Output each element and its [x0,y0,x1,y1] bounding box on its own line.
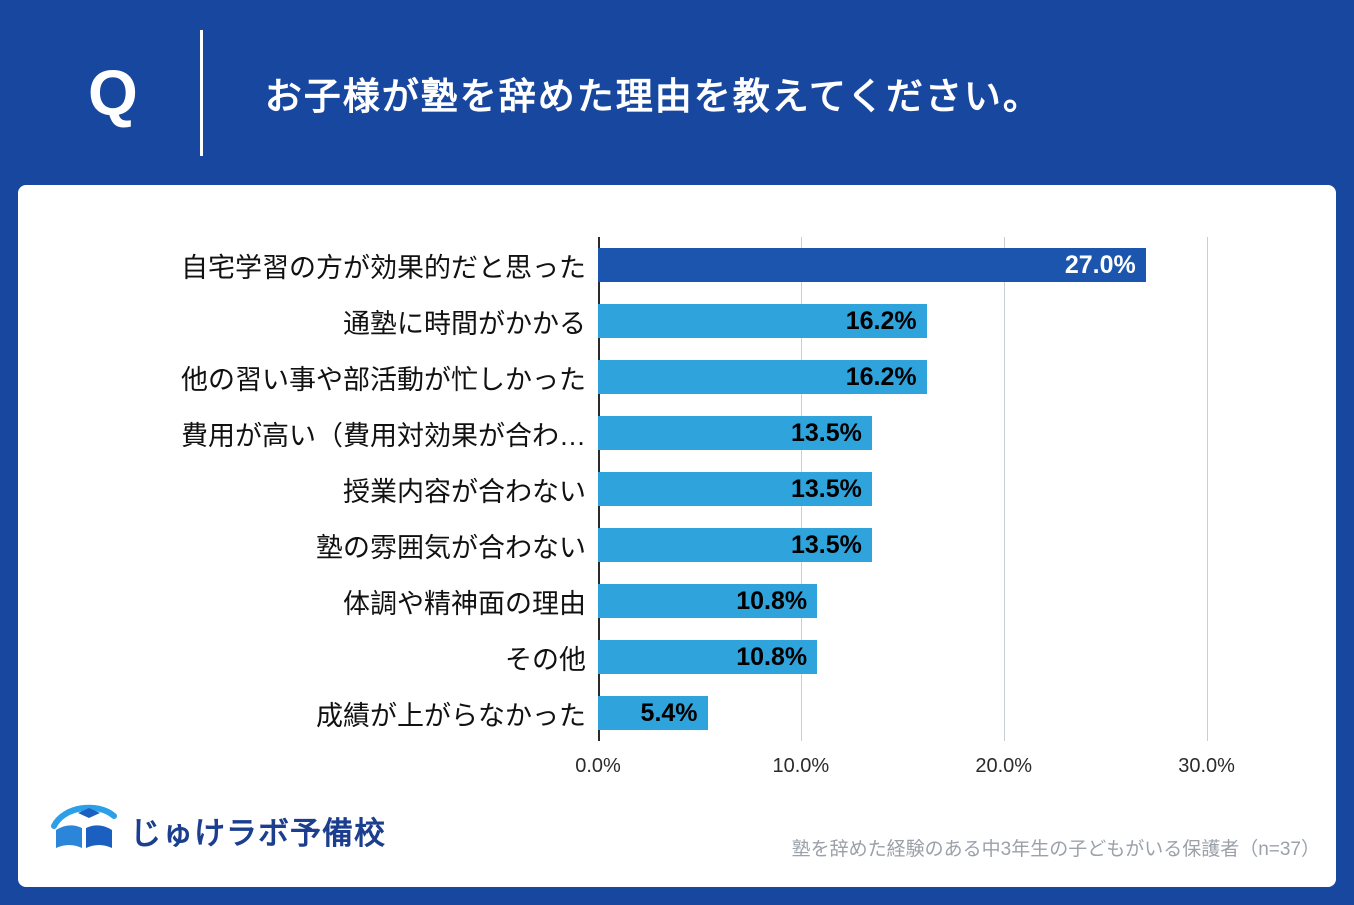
gridline [1206,237,1208,741]
bar: 13.5% [598,472,872,506]
category-label: 費用が高い（費用対効果が合わ… [181,420,586,451]
x-tick-label: 30.0% [1178,755,1235,777]
x-axis-spacer [18,741,598,787]
question-header: Q お子様が塾を辞めた理由を教えてください。 [0,0,1354,185]
category-label: 授業内容が合わない [343,476,586,507]
page-title: お子様が塾を辞めた理由を教えてください。 [264,75,1042,117]
logo-book-icon [48,800,120,861]
x-axis-row: 0.0% 10.0% 20.0% 30.0% [18,741,1336,787]
bar-value-label: 13.5% [790,418,862,447]
bar: 27.0% [598,248,1146,282]
gridline [1003,237,1005,741]
bar: 13.5% [598,416,872,450]
x-tick-label: 10.0% [772,755,830,777]
bar-row: 13.5% [598,461,1308,517]
category-label: 体調や精神面の理由 [343,588,586,619]
category-label: その他 [505,644,586,675]
bar-value-label: 10.8% [736,586,808,615]
chart-plot: 27.0% 16.2% 16.2% 13.5% 13.5% 13.5% 10.8% 10.8%… [598,237,1308,741]
bar-value-label: 16.2% [845,306,917,335]
bar-value-label: 27.0% [1064,250,1136,279]
x-tick-label: 0.0% [575,755,621,777]
bar-row: 27.0% [598,237,1308,293]
logo: じゅけラボ予備校 [48,800,386,861]
bar: 10.8% [598,640,818,674]
x-tick-label: 20.0% [975,755,1033,777]
header-divider [199,29,203,156]
bar-value-label: 16.2% [845,362,917,391]
bar-value-label: 13.5% [790,530,862,559]
source-note: 塾を辞めた経験のある中3年生の子どもがいる保護者（n=37） [791,839,1320,860]
bar: 13.5% [598,528,872,562]
category-label: 塾の雰囲気が合わない [316,532,586,563]
x-axis: 0.0% 10.0% 20.0% 30.0% [575,741,1308,787]
bar-row: 16.2% [598,293,1308,349]
category-label: 成績が上がらなかった [316,700,586,731]
bar-row: 13.5% [598,405,1308,461]
card-footer: じゅけラボ予備校 塾を辞めた経験のある中3年生の子どもがいる保護者（n=37） [18,800,1336,887]
bar: 10.8% [598,584,818,618]
category-label: 他の習い事や部活動が忙しかった [181,364,586,395]
bar-row: 10.8% [598,573,1308,629]
bar-row: 5.4% [598,685,1308,741]
category-label: 通塾に時間がかかる [343,308,586,339]
bar-value-label: 5.4% [640,698,698,727]
chart-labels: 自宅学習の方が効果的だと思った通塾に時間がかかる他の習い事や部活動が忙しかった費… [18,237,598,741]
logo-text: じゅけラボ予備校 [130,816,386,851]
bar: 5.4% [598,696,708,730]
category-label: 自宅学習の方が効果的だと思った [181,252,586,283]
q-mark: Q [88,56,138,129]
chart-card: 自宅学習の方が効果的だと思った通塾に時間がかかる他の習い事や部活動が忙しかった費… [18,185,1336,887]
bar-value-label: 10.8% [736,642,808,671]
bar-row: 10.8% [598,629,1308,685]
bar: 16.2% [598,304,927,338]
bar: 16.2% [598,360,927,394]
bar-row: 16.2% [598,349,1308,405]
bar-value-label: 13.5% [790,474,862,503]
bar-row: 13.5% [598,517,1308,573]
bar-chart: 自宅学習の方が効果的だと思った通塾に時間がかかる他の習い事や部活動が忙しかった費… [18,237,1336,741]
